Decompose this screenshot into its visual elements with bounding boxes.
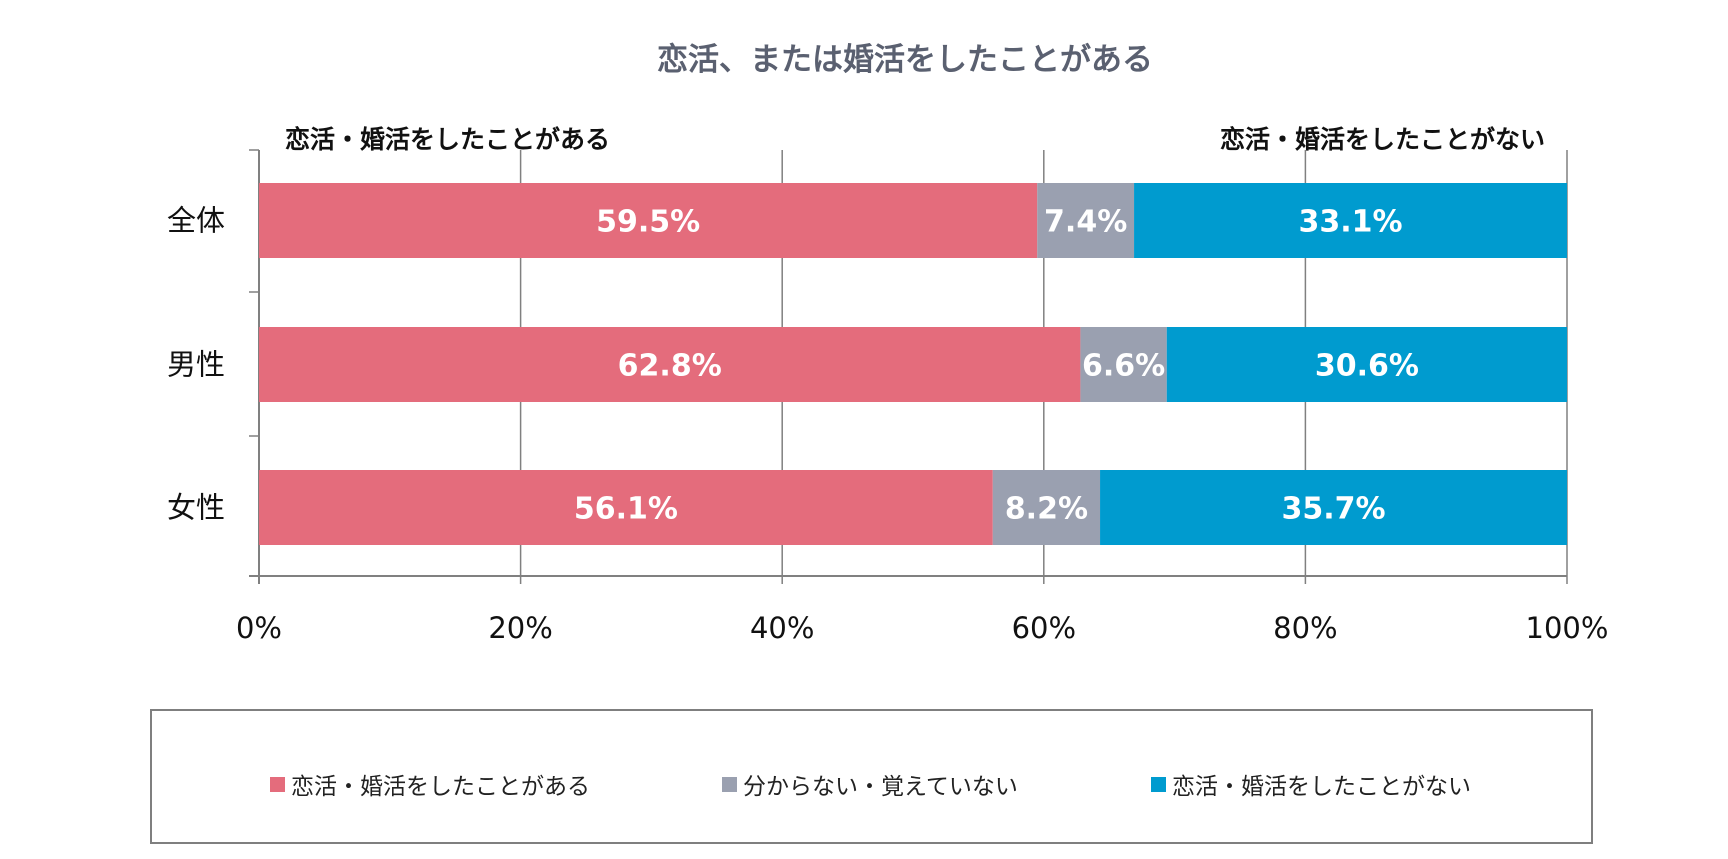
annotation-right: 恋活・婚活をしたことがない xyxy=(1220,125,1545,154)
data-label: 6.6% xyxy=(1082,349,1165,384)
legend-item: 恋活・婚活をしたことがない xyxy=(1151,767,1471,801)
legend-item: 分からない・覚えていない xyxy=(722,767,1018,801)
x-tick-label: 60% xyxy=(1012,611,1076,645)
data-label: 62.8% xyxy=(618,349,722,384)
legend-label: 恋活・婚活をしたことがある xyxy=(291,774,590,800)
category-label: 男性 xyxy=(167,348,225,382)
data-label: 30.6% xyxy=(1315,349,1419,384)
x-tick-label: 100% xyxy=(1526,611,1609,645)
bar-segment xyxy=(1080,327,1167,402)
bar-segment xyxy=(1037,183,1135,258)
legend: 恋活・婚活をしたことがある 分からない・覚えていない 恋活・婚活をしたことがない xyxy=(150,709,1593,844)
data-label: 8.2% xyxy=(1005,492,1088,527)
x-tick-label: 40% xyxy=(750,611,814,645)
chart-title: 恋活、または婚活をしたことがある xyxy=(657,42,1153,78)
data-label: 35.7% xyxy=(1281,492,1385,527)
legend-label: 分からない・覚えていない xyxy=(743,774,1018,800)
x-tick-label: 80% xyxy=(1273,611,1337,645)
legend-label: 恋活・婚活をしたことがない xyxy=(1172,774,1471,800)
legend-swatch xyxy=(722,776,737,792)
data-label: 33.1% xyxy=(1298,205,1402,240)
annotation-left: 恋活・婚活をしたことがある xyxy=(285,125,610,154)
category-label: 女性 xyxy=(167,491,225,525)
bar-segment xyxy=(1100,470,1567,545)
data-label: 59.5% xyxy=(596,205,700,240)
bar-segment xyxy=(259,327,1081,402)
data-label: 56.1% xyxy=(574,492,678,527)
bar-segment xyxy=(1166,327,1567,402)
category-label: 全体 xyxy=(167,204,225,238)
x-tick-label: 0% xyxy=(236,611,282,645)
legend-swatch xyxy=(1151,776,1166,792)
data-label: 7.4% xyxy=(1044,205,1127,240)
legend-item: 恋活・婚活をしたことがある xyxy=(270,767,590,801)
x-tick-label: 20% xyxy=(488,611,552,645)
bar-segment xyxy=(259,470,993,545)
bar-segment xyxy=(992,470,1101,545)
bar-segment xyxy=(1134,183,1567,258)
bar-segment xyxy=(259,183,1038,258)
legend-swatch xyxy=(270,776,285,792)
